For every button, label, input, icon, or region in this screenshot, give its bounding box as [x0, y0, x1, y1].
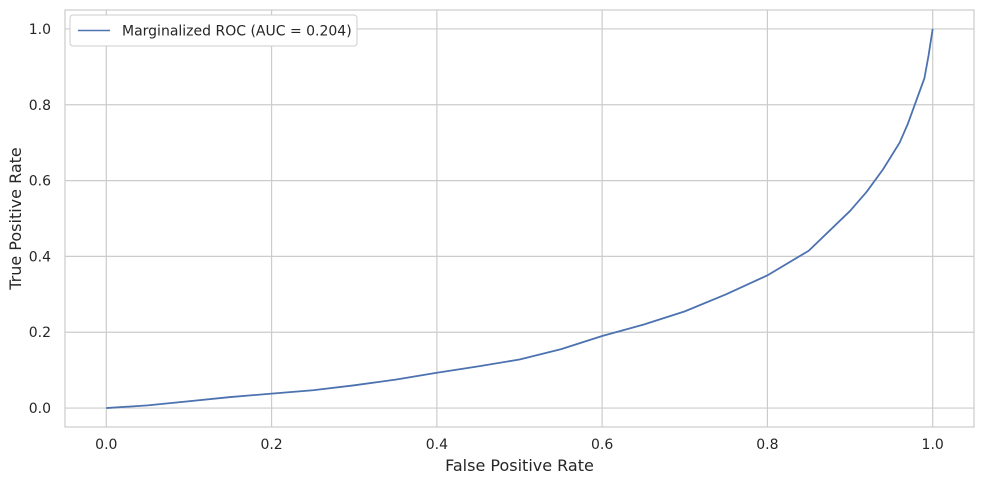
series-lines	[106, 28, 934, 409]
y-tick-label: 0.6	[29, 174, 51, 190]
legend: Marginalized ROC (AUC = 0.204)	[69, 14, 358, 47]
x-tick-label: 0.0	[95, 437, 117, 453]
legend-box	[69, 14, 358, 47]
plot-frame	[64, 9, 975, 428]
x-tick-label: 0.4	[426, 437, 448, 453]
roc-curve-line	[106, 28, 934, 409]
x-axis-label: False Positive Rate	[445, 456, 594, 475]
y-tick-label: 0.2	[29, 325, 51, 341]
y-tick-labels: 0.0 0.2 0.4 0.6 0.8 1.0	[29, 22, 51, 417]
y-tick-label: 0.4	[29, 249, 51, 265]
x-tick-label: 1.0	[922, 437, 944, 453]
y-tick-label: 0.0	[29, 401, 51, 417]
y-tick-label: 0.8	[29, 98, 51, 114]
x-tick-label: 0.8	[756, 437, 778, 453]
legend-entry-label: Marginalized ROC (AUC = 0.204)	[122, 24, 352, 40]
y-axis-label: True Positive Rate	[6, 147, 25, 291]
x-tick-label: 0.6	[591, 437, 613, 453]
x-tick-labels: 0.0 0.2 0.4 0.6 0.8 1.0	[95, 437, 944, 453]
y-tick-label: 1.0	[29, 22, 51, 38]
x-tick-label: 0.2	[260, 437, 282, 453]
